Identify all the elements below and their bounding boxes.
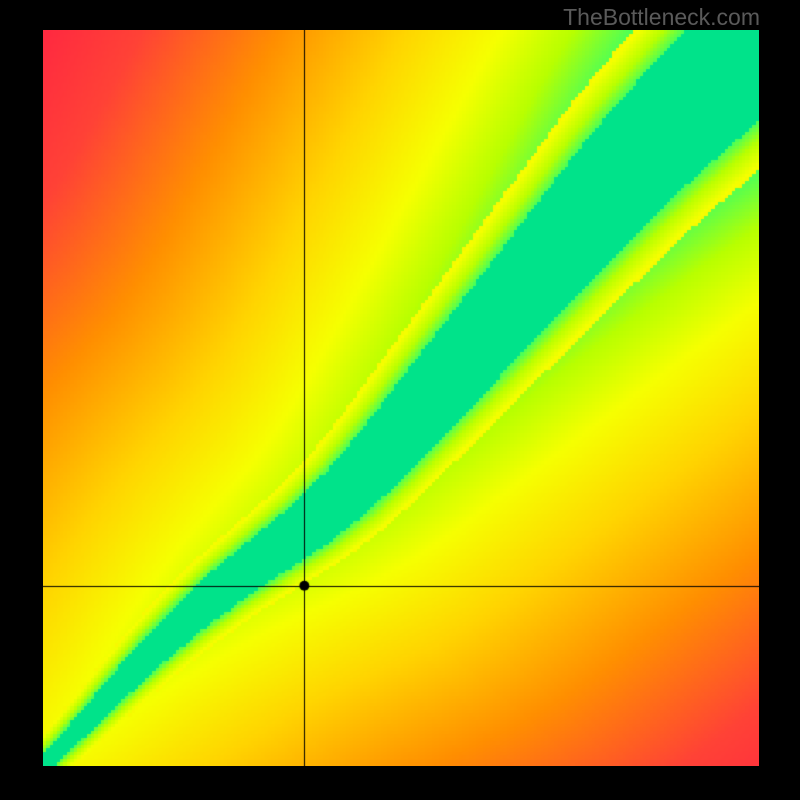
watermark-text: TheBottleneck.com: [563, 4, 760, 31]
bottleneck-heatmap: [43, 30, 759, 766]
chart-container: TheBottleneck.com: [0, 0, 800, 800]
